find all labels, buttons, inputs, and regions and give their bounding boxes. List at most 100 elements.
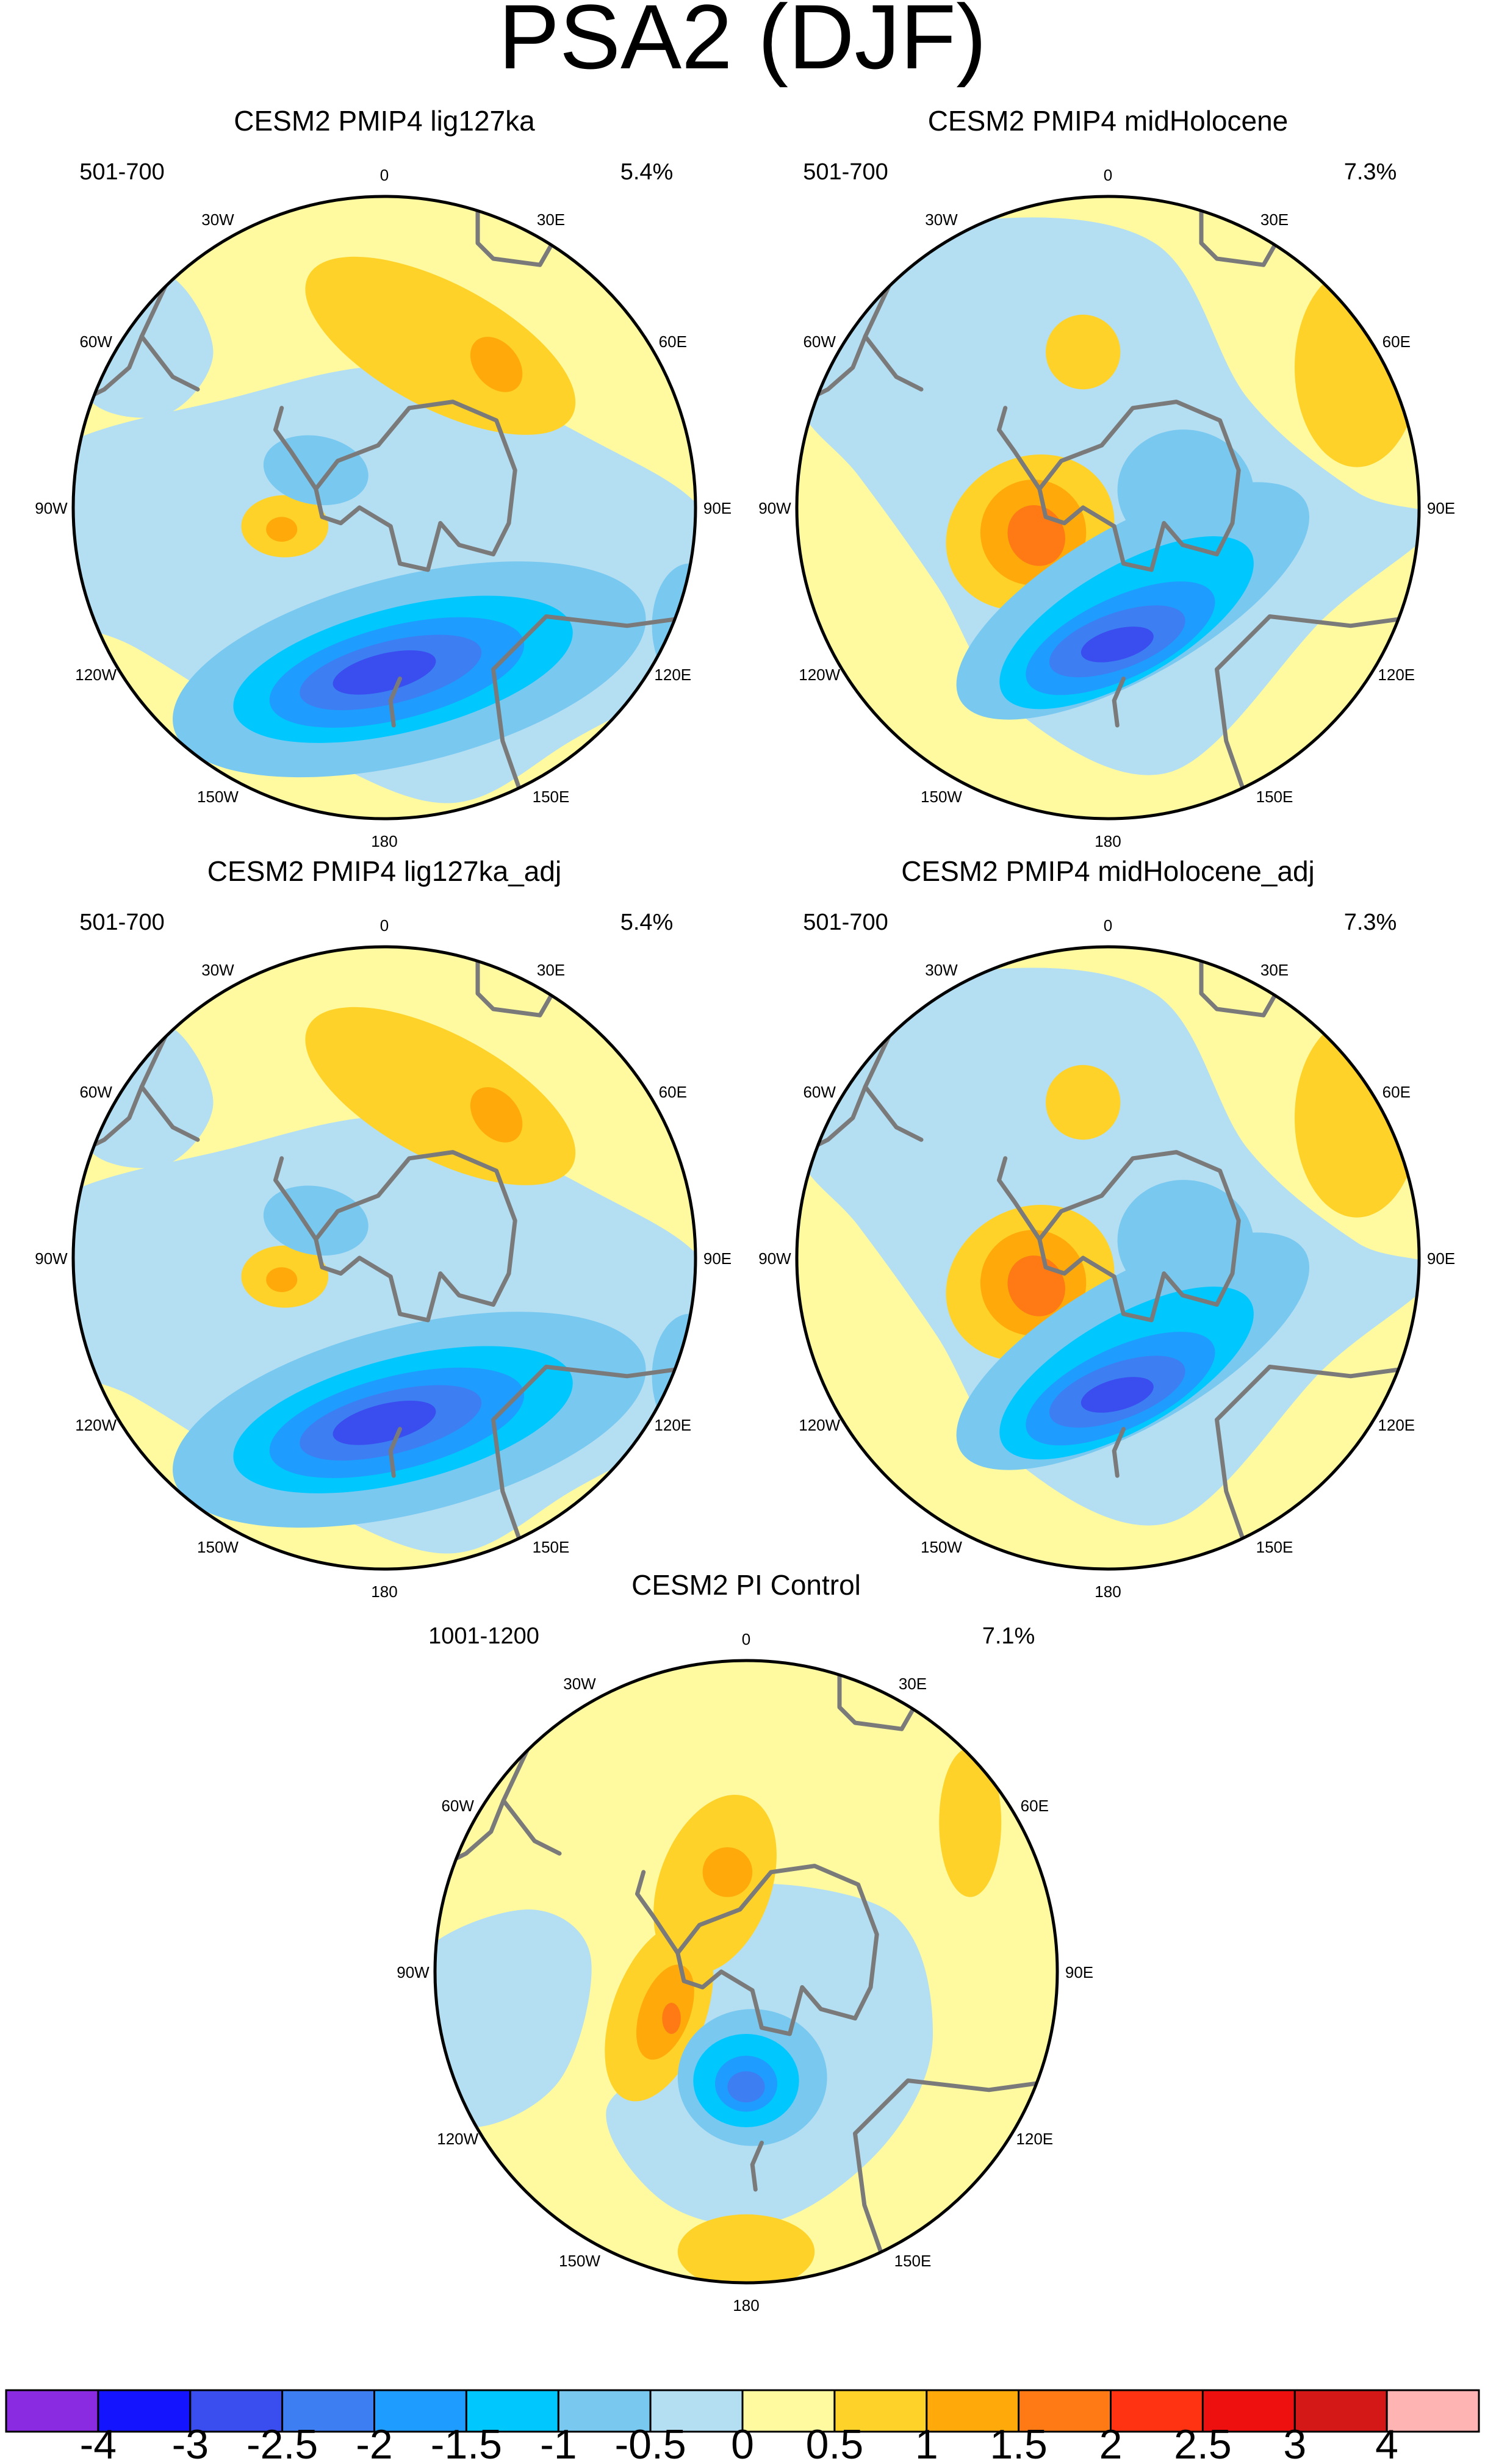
coastline <box>1215 614 1419 805</box>
longitude-label: 0 <box>742 1630 750 1648</box>
panel-years: 501-700 <box>803 159 888 185</box>
longitude-label: 150E <box>533 788 570 806</box>
longitude-label: 60W <box>803 332 836 351</box>
colorbar-label: 2.5 <box>1174 2421 1232 2464</box>
longitude-label: 120W <box>799 666 840 684</box>
coastline <box>273 1156 318 1241</box>
longitude-label: 150E <box>1256 788 1293 806</box>
coastline <box>273 406 318 491</box>
longitude-label: 150E <box>894 2252 932 2270</box>
coastline <box>388 677 402 728</box>
contour-fill <box>333 650 436 695</box>
colorbar-swatch <box>1386 2389 1480 2433</box>
longitude-label: 30E <box>1260 210 1289 229</box>
polar-map: 0 30E 60E 90E 120E 150E 180 150W 120W 90W 60W 30W <box>397 1630 1093 2315</box>
coastline <box>1112 677 1126 728</box>
contour-fill <box>470 337 523 392</box>
colorbar-label: -0.5 <box>615 2421 686 2464</box>
map-border <box>795 945 1421 1571</box>
longitude-label: 30W <box>201 961 234 979</box>
colorbar-label: -1.5 <box>431 2421 502 2464</box>
colorbar-label: 1 <box>915 2421 938 2464</box>
colorbar-swatch <box>189 2389 284 2433</box>
longitude-label: 90W <box>35 1249 68 1268</box>
panel-years: 1001-1200 <box>428 1623 539 1649</box>
coastline <box>388 1427 402 1478</box>
panel-title: CESM2 PMIP4 midHolocene_adj <box>901 855 1315 887</box>
figure-title: PSA2 (DJF) <box>498 0 987 88</box>
colorbar: -4 -3 -2.5 -2 -1.5 -1 -0.5 0 0.5 1 1.5 2 2.5 3 4 <box>5 2389 1480 2464</box>
longitude-label: 120E <box>1378 1416 1415 1434</box>
panel-percent: 5.4% <box>620 910 674 935</box>
panel-title: CESM2 PMIP4 midHolocene <box>928 105 1289 137</box>
colorbar-swatch <box>1018 2389 1112 2433</box>
map-panel-midholocene: CESM2 PMIP4 midHolocene 501-700 7.3% 0 30… <box>758 105 1455 850</box>
contour-fill <box>1046 1065 1121 1140</box>
coastline <box>501 1798 562 1856</box>
coastline <box>475 196 567 267</box>
longitude-label: 180 <box>733 2296 759 2315</box>
contour-fill <box>266 517 298 542</box>
colorbar-swatch <box>5 2389 99 2433</box>
longitude-label: 120W <box>75 1416 117 1434</box>
coastline <box>1037 400 1241 572</box>
longitude-label: 150E <box>1256 1538 1293 1556</box>
colorbar-swatch <box>97 2389 192 2433</box>
coastline <box>314 1150 517 1323</box>
coastline <box>1199 947 1291 1018</box>
coastline <box>863 1085 924 1142</box>
colorbar-label: -2.5 <box>246 2421 318 2464</box>
coastline <box>997 1156 1042 1241</box>
map-panel-midholocene-adj: CESM2 PMIP4 midHolocene_adj 501-700 7.3%… <box>758 855 1455 1601</box>
panel-percent: 7.3% <box>1344 159 1397 185</box>
longitude-label: 30W <box>925 210 958 229</box>
longitude-label: 30W <box>201 210 234 229</box>
panel-title: CESM2 PMIP4 lig127ka_adj <box>207 855 561 887</box>
polar-map: 0 30E 60E 90E 120E 150E 180 150W 120W 90W 60W 30W <box>35 166 732 850</box>
coastline <box>635 1870 680 1955</box>
colorbar-label: -3 <box>172 2421 209 2464</box>
coastline <box>853 2078 1057 2269</box>
map-border <box>795 195 1421 821</box>
longitude-label: 60W <box>79 1083 112 1101</box>
map-border <box>71 945 697 1571</box>
panel-years: 501-700 <box>79 159 164 185</box>
map-panel-lig127ka: CESM2 PMIP4 lig127ka 501-700 5.4% 0 30E 60… <box>35 105 732 850</box>
contour-fill <box>797 968 1419 1526</box>
colorbar-swatch <box>1110 2389 1204 2433</box>
longitude-label: 90E <box>703 499 732 517</box>
contour-fill <box>1295 268 1419 467</box>
colorbar-swatch <box>1293 2389 1388 2433</box>
longitude-label: 60W <box>803 1083 836 1101</box>
coastline <box>863 334 924 392</box>
longitude-label: 150W <box>559 2252 600 2270</box>
contour-fill <box>1080 627 1154 663</box>
coastline <box>491 614 696 805</box>
coastline <box>997 406 1042 491</box>
longitude-label: 120E <box>1378 666 1415 684</box>
longitude-label: 90W <box>758 499 791 517</box>
polar-map: 0 30E 60E 90E 120E 150E 180 150W 120W 90W 60W 30W <box>758 916 1455 1601</box>
longitude-label: 30E <box>537 961 565 979</box>
coastline <box>1215 1365 1419 1556</box>
longitude-label: 150W <box>921 1538 962 1556</box>
longitude-label: 60E <box>1383 332 1411 351</box>
coastline <box>837 1661 929 1731</box>
longitude-label: 0 <box>1104 916 1112 935</box>
contour-fill <box>266 1267 298 1293</box>
contour-fill <box>677 2214 815 2283</box>
longitude-label: 150W <box>197 1538 239 1556</box>
longitude-label: 60W <box>79 332 112 351</box>
colorbar-swatch <box>926 2389 1020 2433</box>
map-panel-pi-control: CESM2 PI Control 1001-1200 7.1% 0 30E 60E 9… <box>397 1569 1093 2315</box>
longitude-label: 180 <box>371 832 397 850</box>
longitude-label: 120W <box>75 666 117 684</box>
panel-percent: 7.1% <box>982 1623 1035 1649</box>
longitude-label: 180 <box>1095 832 1121 850</box>
colorbar-swatch <box>557 2389 652 2433</box>
longitude-label: 30E <box>899 1675 927 1693</box>
longitude-label: 30E <box>537 210 565 229</box>
longitude-label: 120W <box>799 1416 840 1434</box>
coastline <box>491 1365 696 1556</box>
longitude-label: 180 <box>371 1582 397 1601</box>
